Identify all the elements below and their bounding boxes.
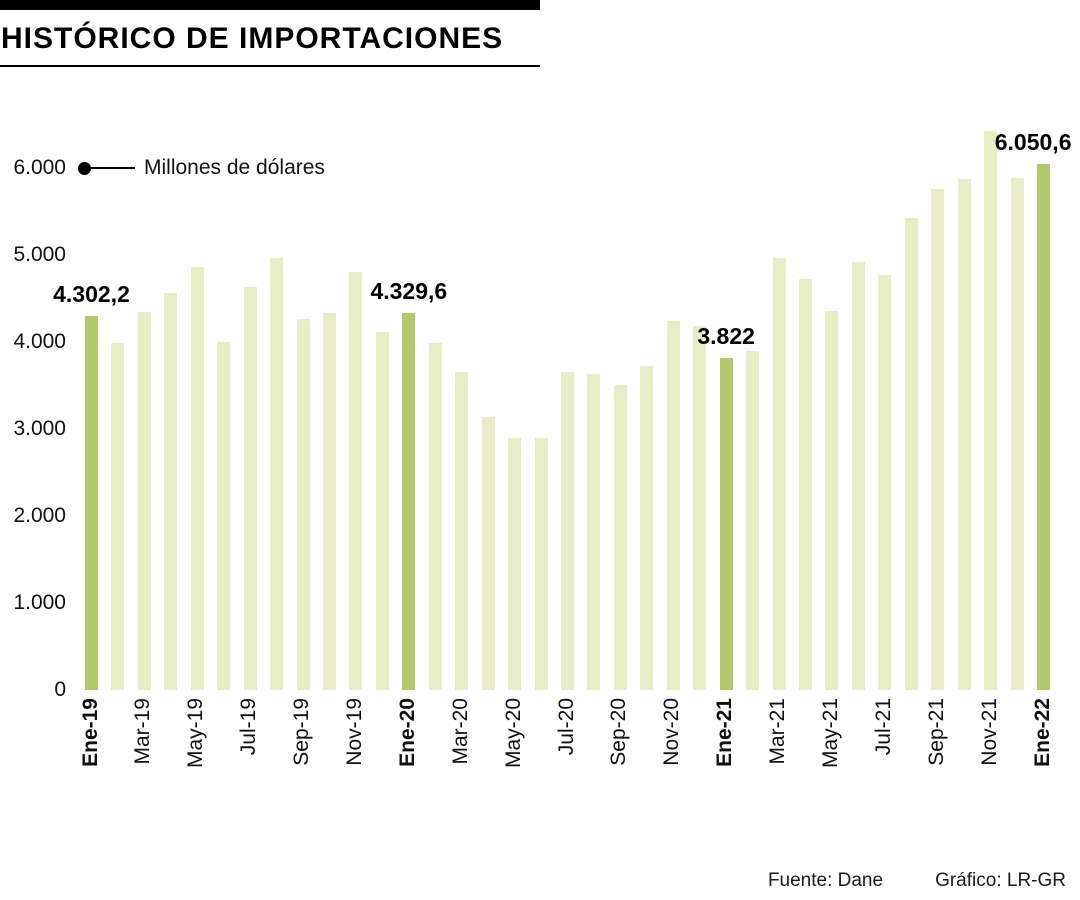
bar-Sep-21 (931, 188, 945, 690)
chart-header: HISTÓRICO DE IMPORTACIONES (0, 0, 540, 67)
bar-Jul-20 (561, 371, 574, 690)
x-tick-Nov-19: Nov-19 (342, 698, 366, 766)
bar-Ago-20 (587, 374, 601, 690)
bar-Nov-21 (984, 131, 998, 690)
bar-Sep-20 (613, 384, 627, 690)
y-tick-0: 0 (54, 678, 66, 701)
x-tick-May-19: May-19 (184, 698, 208, 769)
bar-May-21 (825, 310, 839, 690)
value-label-Ene-22: 6.050,6 (994, 128, 1072, 155)
x-tick-Sep-20: Sep-20 (607, 698, 631, 766)
value-label-Ene-20: 4.329,6 (370, 278, 448, 305)
x-tick-Mar-19: Mar-19 (131, 698, 155, 765)
x-tick-Mar-21: Mar-21 (766, 698, 790, 765)
bar-Feb-20 (428, 342, 442, 690)
bar-Jul-21 (878, 275, 892, 690)
bar-Dic-21 (1010, 178, 1024, 690)
legend-dot-icon (78, 161, 91, 175)
value-label-Ene-21: 3.822 (697, 322, 755, 349)
x-tick-May-21: May-21 (818, 698, 842, 769)
bar-Jun-20 (534, 437, 548, 690)
y-tick-2.000: 2.000 (13, 504, 66, 527)
bar-Ago-21 (904, 218, 918, 690)
bar-Sep-19 (296, 318, 310, 690)
x-tick-Ene-19: Ene-19 (78, 698, 102, 767)
legend-label: Millones de dólares (144, 156, 325, 179)
bar-Mar-20 (455, 372, 469, 690)
bar-Dic-20 (693, 326, 707, 690)
bar-Nov-19 (349, 271, 363, 690)
bar-chart: 4.302,2 4.329,6 3.822 6.050,6 Millones de d… (0, 110, 1080, 900)
bar-Ago-19 (270, 258, 284, 690)
bar-Feb-19 (111, 342, 125, 690)
bar-Abr-19 (164, 293, 178, 690)
value-label-Ene-19: 4.302,2 (53, 280, 130, 307)
bar-Mar-19 (137, 312, 151, 690)
bar-Jul-19 (243, 287, 257, 690)
bar-Abr-21 (799, 279, 812, 690)
x-tick-Ene-21: Ene-21 (713, 698, 737, 767)
bar-Nov-20 (666, 321, 680, 690)
x-tick-Ene-22: Ene-22 (1030, 698, 1054, 767)
bar-Ene-21 (719, 357, 733, 690)
bar-Feb-21 (746, 350, 760, 690)
bar-Ene-22 (1037, 163, 1050, 690)
x-tick-Jul-21: Jul-21 (871, 698, 895, 756)
x-tick-Nov-20: Nov-20 (660, 698, 684, 766)
bar-Oct-21 (957, 179, 971, 690)
x-tick-Nov-21: Nov-21 (977, 698, 1001, 766)
bar-May-20 (508, 437, 522, 690)
bar-Abr-20 (481, 416, 495, 690)
legend-line (91, 167, 135, 169)
bar-Ene-20 (402, 313, 416, 690)
bar-Dic-19 (375, 331, 389, 690)
bar-Ene-19 (85, 315, 98, 690)
legend: Millones de dólares (78, 155, 325, 181)
y-tick-6.000: 6.000 (13, 156, 66, 179)
source-credit: Fuente: Dane (767, 870, 884, 891)
chart-footer: Fuente: Dane Gráfico: LR-GR (768, 870, 1066, 892)
header-accent-bar (0, 0, 540, 10)
y-tick-4.000: 4.000 (13, 330, 66, 353)
graphic-credit: Gráfico: LR-GR (935, 870, 1066, 891)
bar-Oct-19 (323, 313, 336, 690)
bar-Mar-21 (772, 258, 786, 690)
plot-area: 4.302,2 4.329,6 3.822 6.050,6 (53, 110, 1072, 690)
bar-May-19 (190, 267, 204, 690)
y-tick-1.000: 1.000 (13, 591, 66, 614)
x-tick-Ene-20: Ene-20 (395, 698, 419, 767)
bar-Jun-19 (217, 342, 231, 690)
page-title: HISTÓRICO DE IMPORTACIONES (0, 10, 540, 67)
y-tick-3.000: 3.000 (13, 417, 66, 440)
x-tick-May-20: May-20 (501, 698, 525, 769)
bar-Jun-21 (851, 261, 865, 690)
bar-Oct-20 (640, 366, 654, 690)
x-tick-Mar-20: Mar-20 (448, 698, 472, 765)
x-tick-Jul-20: Jul-20 (554, 698, 578, 756)
x-tick-Sep-21: Sep-21 (924, 698, 948, 766)
x-tick-Sep-19: Sep-19 (290, 698, 314, 766)
x-tick-Jul-19: Jul-19 (237, 698, 261, 756)
y-tick-5.000: 5.000 (13, 243, 66, 266)
